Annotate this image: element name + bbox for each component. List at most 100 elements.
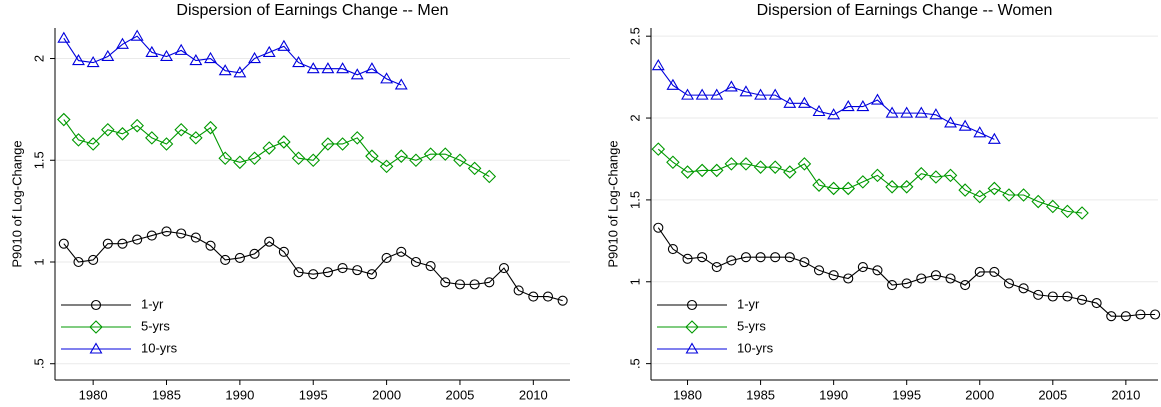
marker — [262, 141, 276, 155]
marker — [89, 342, 103, 354]
marker — [469, 279, 480, 290]
marker — [1016, 188, 1031, 202]
marker — [768, 160, 782, 174]
marker — [871, 93, 884, 105]
legend-label: 10-yrs — [737, 340, 774, 355]
marker — [365, 149, 379, 163]
marker — [394, 149, 409, 163]
x-tick-label: 2005 — [445, 387, 474, 402]
marker — [685, 320, 699, 334]
marker — [872, 265, 883, 276]
marker — [234, 252, 245, 263]
marker — [945, 273, 956, 284]
marker — [1046, 199, 1060, 214]
marker — [409, 153, 423, 168]
marker — [145, 45, 159, 57]
marker — [813, 265, 825, 276]
marker — [306, 153, 321, 168]
marker — [308, 269, 319, 280]
marker — [145, 131, 159, 145]
marker — [987, 181, 1002, 196]
marker — [160, 49, 173, 62]
marker — [812, 104, 826, 117]
marker — [203, 120, 218, 135]
marker — [989, 266, 1000, 277]
marker — [277, 135, 291, 149]
marker — [86, 55, 100, 68]
marker — [336, 62, 350, 74]
marker — [653, 222, 664, 233]
marker — [233, 66, 247, 78]
y-axis-label: P9010 of Log-Change — [9, 140, 24, 267]
series-line — [657, 65, 995, 140]
marker — [680, 165, 695, 179]
y-tick-label: 1 — [627, 278, 642, 285]
marker — [682, 253, 693, 264]
legend-label: 5-yrs — [737, 318, 766, 333]
marker — [724, 80, 738, 92]
marker — [755, 252, 766, 263]
marker — [812, 178, 826, 192]
marker — [710, 88, 724, 100]
marker — [770, 252, 781, 263]
marker — [1003, 278, 1015, 289]
marker — [857, 261, 868, 273]
marker — [453, 153, 467, 168]
marker — [958, 119, 972, 131]
marker — [117, 238, 128, 249]
marker — [709, 163, 724, 178]
x-tick-label: 2010 — [1111, 387, 1140, 402]
marker — [262, 45, 276, 57]
series-line — [63, 119, 490, 178]
marker — [291, 151, 306, 165]
marker — [233, 155, 247, 170]
marker — [987, 132, 1001, 144]
marker — [220, 254, 231, 266]
marker — [711, 261, 722, 273]
marker — [916, 273, 927, 284]
x-tick-label: 1985 — [746, 387, 775, 402]
marker — [218, 64, 232, 76]
marker — [101, 122, 115, 137]
marker — [86, 137, 100, 151]
marker — [695, 88, 709, 100]
marker — [666, 155, 680, 170]
marker — [972, 189, 987, 204]
marker — [337, 263, 348, 274]
marker — [394, 78, 408, 90]
marker — [350, 131, 365, 145]
y-tick-label: 1 — [31, 258, 46, 265]
marker — [944, 116, 957, 128]
x-tick-label: 1980 — [673, 387, 702, 402]
marker — [870, 168, 885, 183]
y-tick-label: .5 — [31, 358, 46, 369]
marker — [513, 285, 524, 296]
marker — [218, 151, 232, 165]
marker — [247, 151, 262, 165]
marker — [440, 277, 451, 288]
marker — [528, 291, 539, 302]
marker — [146, 230, 157, 241]
y-tick-label: .5 — [627, 358, 642, 369]
marker — [425, 261, 436, 272]
x-tick-label: 2010 — [519, 387, 548, 402]
marker — [783, 96, 797, 108]
marker — [753, 160, 768, 174]
marker — [130, 29, 144, 41]
x-tick-label: 1985 — [152, 387, 181, 402]
marker — [885, 106, 899, 118]
marker — [973, 126, 987, 138]
marker — [189, 131, 203, 145]
x-tick-label: 1990 — [225, 387, 254, 402]
marker — [350, 68, 364, 80]
marker — [248, 51, 261, 64]
marker — [306, 62, 320, 74]
series-line — [657, 227, 1156, 317]
y-tick-label: 1.5 — [31, 151, 46, 169]
marker — [174, 122, 188, 137]
marker — [1033, 289, 1044, 300]
marker — [89, 320, 103, 334]
marker — [783, 165, 797, 179]
marker — [686, 299, 698, 311]
marker — [1106, 311, 1117, 322]
